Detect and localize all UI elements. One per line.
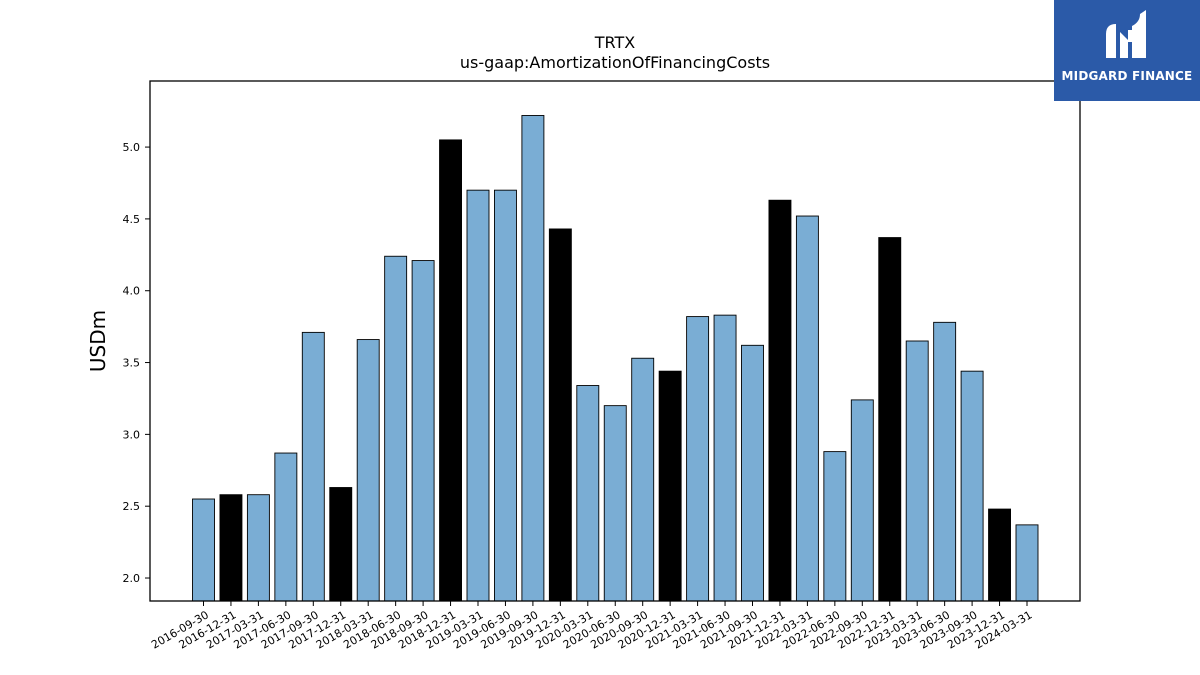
bar-2020-06-30 xyxy=(603,405,627,602)
bar-2016-09-30 xyxy=(192,498,215,602)
bar-2024-03-31 xyxy=(1015,524,1039,602)
y-tick-label: 4.0 xyxy=(123,285,141,298)
bar-2021-03-31 xyxy=(686,316,710,602)
bar-2022-12-31 xyxy=(878,237,902,602)
bar-2022-03-31 xyxy=(795,215,819,602)
bar-2021-12-31 xyxy=(768,199,792,602)
bar-2018-03-31 xyxy=(356,339,380,602)
bar-2018-09-30 xyxy=(411,260,435,602)
chart-title: TRTX xyxy=(594,33,636,52)
bar-2021-09-30 xyxy=(741,344,764,602)
bar-2023-03-31 xyxy=(905,340,929,602)
bar-2019-12-31 xyxy=(548,228,572,602)
bars-layer xyxy=(192,115,1039,602)
bar-2020-03-31 xyxy=(576,385,600,602)
bar-2018-12-31 xyxy=(439,139,462,602)
bar-2023-12-31 xyxy=(988,508,1011,602)
bar-2023-06-30 xyxy=(933,321,957,602)
chart-subtitle: us-gaap:AmortizationOfFinancingCosts xyxy=(459,53,771,72)
bar-2023-09-30 xyxy=(960,370,984,602)
bar-2020-12-31 xyxy=(658,370,682,602)
midgard-finance-logo: MIDGARD FINANCE xyxy=(1054,0,1200,101)
bar-2020-09-30 xyxy=(631,357,655,602)
bar-2022-06-30 xyxy=(823,451,847,602)
x-axis: 2016-09-302016-12-312017-03-312017-06-30… xyxy=(149,601,1035,652)
y-axis-label: USDm xyxy=(86,310,110,372)
bar-2017-09-30 xyxy=(301,331,325,602)
bar-2022-09-30 xyxy=(850,399,874,602)
bar-2018-06-30 xyxy=(384,255,408,602)
bar-2019-09-30 xyxy=(521,115,545,602)
y-tick-label: 2.0 xyxy=(123,572,141,585)
bar-2017-12-31 xyxy=(329,487,353,602)
y-tick-label: 3.5 xyxy=(123,357,141,370)
logo-icon xyxy=(1106,10,1146,58)
bar-2016-12-31 xyxy=(219,494,243,602)
bar-2017-06-30 xyxy=(274,452,298,602)
y-tick-label: 5.0 xyxy=(123,141,141,154)
bar-2017-03-31 xyxy=(246,494,270,602)
y-axis: 2.0 2.5 3.0 3.5 4.0 4.5 5.0 xyxy=(123,141,150,585)
y-tick-label: 2.5 xyxy=(123,500,141,513)
logo-text: MIDGARD FINANCE xyxy=(1061,69,1193,83)
y-tick-label: 3.0 xyxy=(123,428,141,441)
bar-2019-06-30 xyxy=(494,189,517,602)
bar-2019-03-31 xyxy=(466,189,490,602)
y-tick-label: 4.5 xyxy=(123,213,141,226)
bar-2021-06-30 xyxy=(713,314,737,602)
